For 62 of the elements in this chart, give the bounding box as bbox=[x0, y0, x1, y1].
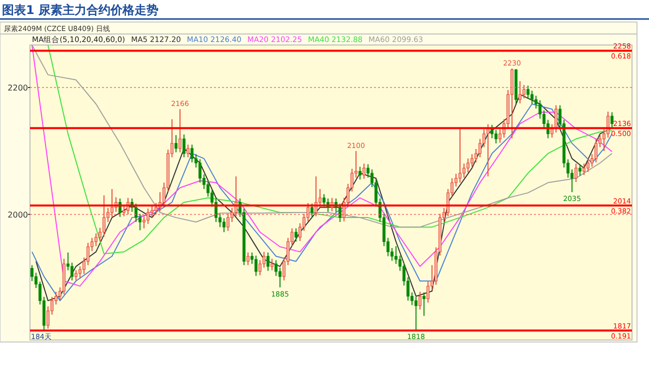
candlestick bbox=[322, 194, 326, 208]
y-tick-label: 2200 bbox=[8, 84, 28, 93]
candlestick bbox=[86, 242, 90, 266]
candlestick bbox=[470, 154, 474, 168]
candlestick bbox=[102, 194, 106, 238]
candlestick bbox=[494, 130, 498, 144]
candlestick bbox=[550, 124, 554, 138]
candlestick bbox=[394, 246, 398, 264]
candlestick bbox=[582, 163, 586, 176]
candlestick bbox=[258, 260, 262, 276]
candlestick bbox=[186, 144, 190, 158]
candlestick bbox=[270, 258, 274, 271]
candlestick bbox=[594, 138, 598, 163]
candlestick bbox=[362, 163, 366, 180]
candlestick bbox=[422, 292, 426, 316]
candlestick bbox=[610, 112, 614, 129]
candlestick bbox=[226, 213, 230, 232]
candlestick bbox=[178, 108, 182, 153]
candlestick bbox=[526, 85, 530, 100]
candlestick bbox=[426, 281, 430, 304]
candlestick bbox=[142, 216, 146, 229]
candlestick bbox=[274, 260, 278, 276]
candlestick bbox=[522, 84, 526, 99]
candlestick bbox=[110, 188, 114, 218]
candlestick bbox=[222, 218, 226, 233]
candlestick bbox=[486, 124, 490, 177]
candlestick bbox=[94, 232, 98, 247]
candlestick bbox=[530, 90, 534, 104]
candlestick bbox=[578, 164, 582, 176]
candlestick bbox=[338, 203, 342, 222]
line-series bbox=[32, 44, 612, 287]
candlestick bbox=[190, 144, 194, 163]
candlestick bbox=[294, 228, 298, 242]
candlestick bbox=[462, 163, 466, 178]
candlestick bbox=[266, 252, 270, 272]
candlestick bbox=[174, 134, 178, 153]
candlestick bbox=[146, 208, 150, 224]
candlestick bbox=[414, 296, 418, 330]
candlestick bbox=[122, 206, 126, 217]
candlestick bbox=[182, 134, 186, 158]
candlestick bbox=[358, 166, 362, 180]
candlestick bbox=[74, 270, 78, 281]
candlestick bbox=[262, 251, 266, 268]
candlestick bbox=[278, 267, 282, 288]
candlestick bbox=[154, 202, 158, 215]
candlestick bbox=[134, 203, 138, 222]
candlestick bbox=[30, 264, 34, 282]
candlestick bbox=[310, 203, 314, 218]
candlestick bbox=[490, 124, 494, 139]
candlestick bbox=[574, 163, 578, 183]
candlestick bbox=[466, 158, 470, 174]
candlestick bbox=[518, 80, 522, 104]
candlestick bbox=[198, 158, 202, 184]
y-tick-label: 2000 bbox=[8, 210, 28, 220]
candlestick bbox=[586, 158, 590, 172]
chart-title: 图表1 尿素主力合约价格走势 bbox=[2, 3, 159, 17]
candlestick bbox=[418, 291, 422, 310]
candlestick bbox=[246, 252, 250, 266]
candlestick bbox=[254, 255, 258, 276]
candlestick bbox=[150, 206, 154, 218]
candlestick bbox=[70, 262, 74, 281]
candlestick bbox=[458, 128, 462, 184]
